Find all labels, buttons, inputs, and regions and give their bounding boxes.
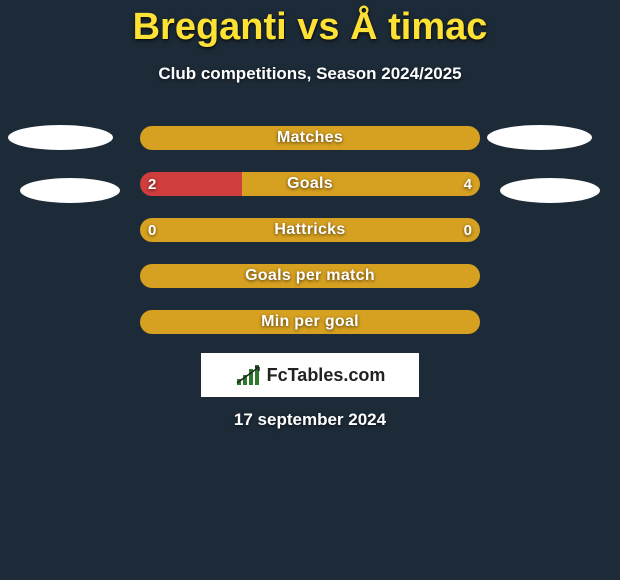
stat-bar: Goals per match <box>140 264 480 288</box>
stat-bar-label: Goals <box>140 172 480 196</box>
stat-bar-right-value: 0 <box>464 218 472 242</box>
fctables-logo-inner: FcTables.com <box>235 363 386 387</box>
stat-bar: Goals2 4 <box>140 172 480 196</box>
avatar-placeholder <box>500 178 600 203</box>
date-line: 17 september 2024 <box>0 410 620 430</box>
stat-bar: Matches <box>140 126 480 150</box>
stat-bar-label: Hattricks <box>140 218 480 242</box>
subtitle: Club competitions, Season 2024/2025 <box>0 64 620 84</box>
stat-bar-label: Min per goal <box>140 310 480 334</box>
stats-bars: Matches Goals2 4 Hattricks0 0 Goals per match… <box>140 126 480 356</box>
stat-bar-left-value: 2 <box>148 172 156 196</box>
stat-bar: Min per goal <box>140 310 480 334</box>
stat-bar: Hattricks0 0 <box>140 218 480 242</box>
stat-bar-left-value: 0 <box>148 218 156 242</box>
page-title: Breganti vs Å timac <box>0 0 620 46</box>
avatar-placeholder <box>487 125 592 150</box>
stat-bar-right-value: 4 <box>464 172 472 196</box>
avatar-placeholder <box>8 125 113 150</box>
stat-bar-label: Goals per match <box>140 264 480 288</box>
bar-chart-icon <box>235 363 263 387</box>
fctables-logo-text: FcTables.com <box>267 365 386 386</box>
fctables-logo[interactable]: FcTables.com <box>201 353 419 397</box>
stat-bar-label: Matches <box>140 126 480 150</box>
avatar-placeholder <box>20 178 120 203</box>
